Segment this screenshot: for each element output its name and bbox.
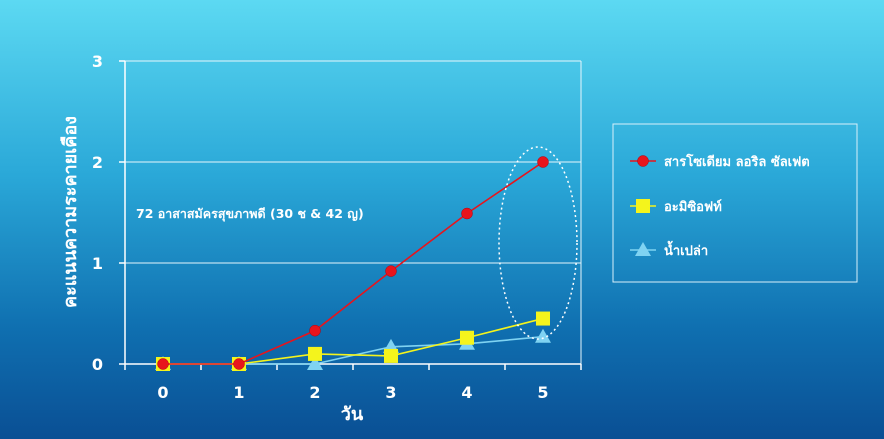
- legend-marker: [637, 155, 649, 167]
- y-tick-label: 3: [92, 52, 103, 71]
- y-tick-label: 0: [92, 355, 103, 374]
- tick-labels: 0 1 2 3 0 1 2 3 4 5: [92, 52, 549, 402]
- x-tick-label: 2: [309, 383, 320, 402]
- data-point: [536, 311, 550, 326]
- x-tick-label: 5: [537, 383, 548, 402]
- legend-label: อะมิซิอฟท์: [664, 199, 722, 215]
- x-tick-label: 4: [461, 383, 472, 402]
- x-tick-label: 1: [233, 383, 244, 402]
- annotation-text: 72 อาสาสมัครสุขภาพดี (30 ช & 42 ญ): [136, 206, 364, 222]
- data-point: [537, 156, 549, 168]
- data-point: [157, 358, 169, 370]
- data-point: [385, 265, 397, 277]
- highlight-ellipse: [498, 146, 578, 340]
- data-point: [535, 328, 551, 343]
- data-point: [307, 356, 323, 370]
- grid-lines: [125, 60, 582, 364]
- x-tick-label: 0: [157, 383, 168, 402]
- data-point: [461, 207, 473, 220]
- series-lines: [155, 156, 551, 371]
- x-tick-label: 3: [385, 383, 396, 402]
- series-line: [163, 161, 544, 365]
- legend-entry-3: น้ำเปล่า: [630, 240, 708, 259]
- legend-entry-1: สารโซเดียม ลอริล ซัลเฟต: [630, 153, 810, 170]
- data-point: [309, 324, 321, 337]
- legend: สารโซเดียม ลอริล ซัลเฟตอะมิซิอฟท์น้ำเปล่…: [612, 123, 858, 283]
- legend-marker: [635, 242, 651, 256]
- series-1: [157, 156, 549, 370]
- y-axis-label: คะแนนความระคายเคือง: [60, 116, 81, 308]
- legend-label: สารโซเดียม ลอริล ซัลเฟต: [664, 153, 810, 170]
- data-point: [308, 346, 322, 361]
- y-tick-label: 2: [92, 153, 103, 172]
- legend-box: [612, 123, 858, 283]
- legend-label: น้ำเปล่า: [664, 240, 708, 259]
- data-point: [460, 330, 474, 345]
- data-point: [233, 358, 245, 370]
- series-line: [163, 335, 544, 365]
- y-tick-label: 1: [92, 254, 103, 273]
- legend-entry-2: อะมิซิอฟท์: [630, 199, 722, 215]
- data-point: [384, 348, 398, 363]
- x-axis-label: วัน: [341, 404, 364, 425]
- legend-marker: [636, 199, 650, 213]
